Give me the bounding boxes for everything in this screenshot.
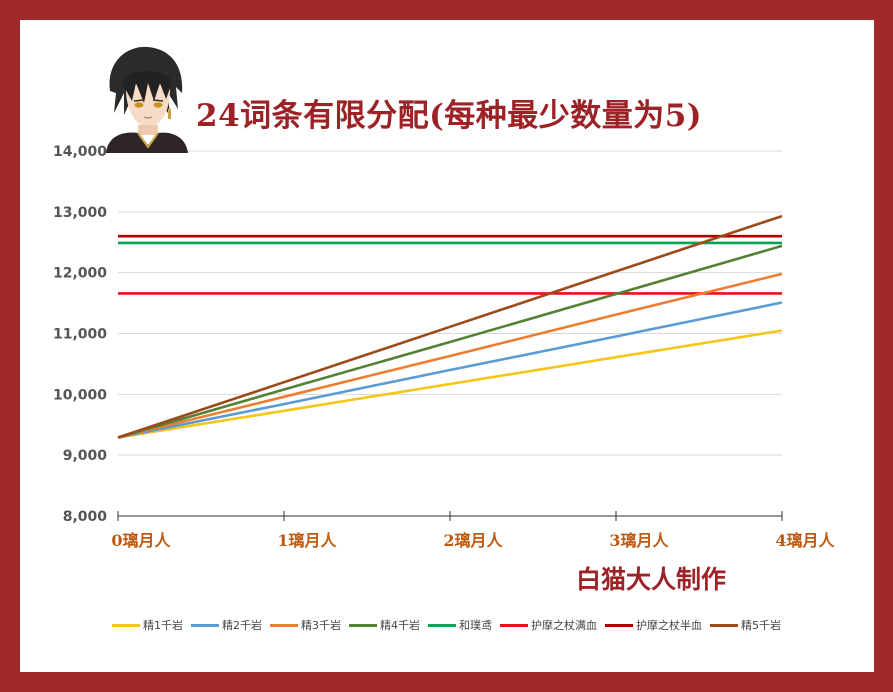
legend-swatch [191, 623, 219, 627]
legend-label: 精3千岩 [301, 619, 341, 632]
legend-swatch [605, 623, 633, 627]
legend-swatch [349, 623, 377, 627]
author-credit: 白猫大人制作 [576, 565, 727, 594]
character-portrait-icon [106, 46, 188, 153]
legend-label: 精1千岩 [143, 619, 183, 632]
y-tick-label: 8,000 [63, 509, 108, 525]
legend-item: 精4千岩 [349, 617, 420, 633]
legend-label: 护摩之杖半血 [636, 619, 702, 632]
legend-swatch [500, 623, 528, 627]
legend-item: 精3千岩 [270, 617, 341, 633]
legend-swatch [428, 623, 456, 627]
x-tick-label: 2璃月人 [443, 531, 503, 550]
series-line [117, 244, 783, 439]
legend-label: 护摩之杖满血 [531, 619, 597, 632]
legend-label: 精2千岩 [222, 619, 262, 632]
y-tick-label: 11,000 [53, 327, 107, 343]
y-tick-label: 9,000 [63, 448, 108, 464]
series-line [117, 301, 783, 439]
series-line [117, 272, 783, 439]
series-line [117, 214, 783, 439]
x-tick-label: 1璃月人 [277, 531, 337, 550]
y-tick-label: 10,000 [53, 387, 107, 403]
x-tick-label: 3璃月人 [609, 531, 669, 550]
legend-item: 和璞鸢 [428, 617, 492, 633]
legend-item: 护摩之杖满血 [500, 617, 597, 633]
legend-item: 精1千岩 [112, 617, 183, 633]
legend-label: 精5千岩 [741, 619, 781, 632]
y-tick-label: 12,000 [53, 266, 107, 282]
chart-legend: 精1千岩 精2千岩 精3千岩 精4千岩 和璞鸢 护摩之杖满血 护摩之杖半血 精5千岩 [0, 617, 893, 633]
y-tick-label: 13,000 [53, 205, 107, 221]
y-tick-label: 14,000 [53, 144, 107, 160]
legend-item: 精5千岩 [710, 617, 781, 633]
legend-label: 精4千岩 [380, 619, 420, 632]
legend-swatch [710, 623, 738, 627]
chart-title: 24词条有限分配(每种最少数量为5) [196, 98, 703, 134]
x-tick-label: 4璃月人 [775, 531, 835, 550]
chart-frame [20, 20, 874, 672]
legend-label: 和璞鸢 [459, 619, 492, 632]
x-tick-label: 0璃月人 [111, 531, 171, 550]
legend-item: 精2千岩 [191, 617, 262, 633]
legend-swatch [112, 623, 140, 627]
series-line [117, 329, 783, 439]
legend-item: 护摩之杖半血 [605, 617, 702, 633]
legend-swatch [270, 623, 298, 627]
